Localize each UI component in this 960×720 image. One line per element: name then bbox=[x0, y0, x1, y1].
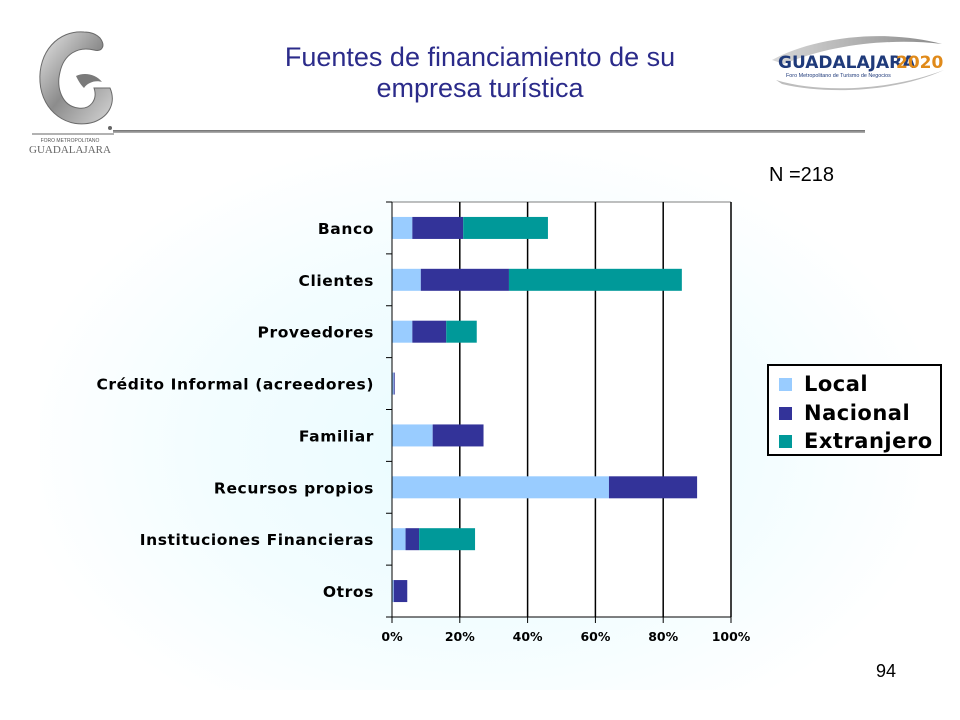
slide-title-line-1: Fuentes de financiamiento de su bbox=[284, 42, 676, 72]
bar-segment-nacional bbox=[420, 268, 509, 291]
bar-segment-nacional bbox=[432, 424, 484, 447]
category-label: Proveedores bbox=[257, 324, 374, 342]
right-logo-year: 2020 bbox=[896, 53, 943, 73]
plot-area bbox=[392, 202, 731, 617]
legend-label-nacional: Nacional bbox=[804, 401, 911, 425]
bar-segment-local bbox=[392, 476, 609, 499]
x-tick-label: 100% bbox=[712, 629, 751, 644]
category-label: Crédito Informal (acreedores) bbox=[96, 376, 374, 394]
x-tick-label: 20% bbox=[445, 629, 475, 644]
slide-title-line-2: empresa turística bbox=[376, 73, 584, 103]
category-label: Banco bbox=[318, 220, 374, 238]
category-label: Clientes bbox=[299, 272, 375, 290]
foro-metropolitano-logo: FORO METROPOLITANO GUADALAJARA bbox=[29, 31, 114, 156]
x-tick-label: 60% bbox=[580, 629, 610, 644]
x-tick-label: 0% bbox=[381, 629, 403, 644]
right-logo-name: GUADALAJARA bbox=[778, 53, 916, 73]
legend-item-extranjero: Extranjero bbox=[779, 427, 933, 455]
category-label: Instituciones Financieras bbox=[140, 531, 374, 549]
bar-segment-local bbox=[392, 424, 433, 447]
bar-segment-nacional bbox=[393, 580, 408, 603]
legend-item-nacional: Nacional bbox=[779, 399, 910, 427]
legend-item-local: Local bbox=[779, 370, 868, 398]
right-logo-subtitle: Foro Metropolitano de Turismo de Negocio… bbox=[786, 73, 891, 79]
legend-label-local: Local bbox=[804, 372, 869, 396]
left-logo-name: GUADALAJARA bbox=[29, 144, 111, 156]
sample-size-label: N =218 bbox=[769, 164, 835, 186]
category-label: Otros bbox=[323, 583, 374, 601]
bar-segment-local bbox=[392, 216, 413, 239]
legend-swatch-local bbox=[779, 377, 792, 391]
bar-segment-nacional bbox=[412, 320, 447, 343]
bar-segment-nacional bbox=[405, 528, 420, 551]
bar-segment-nacional bbox=[393, 372, 395, 395]
title-divider bbox=[113, 130, 865, 133]
bar-segment-local bbox=[392, 320, 413, 343]
chart-legend: Local Nacional Extranjero bbox=[767, 364, 942, 456]
x-tick-label: 80% bbox=[648, 629, 678, 644]
bar-segment-extranjero bbox=[463, 216, 548, 239]
bar-segment-local bbox=[392, 580, 394, 603]
guadalajara-2020-logo: GUADALAJARA 2020 Foro Metropolitano de T… bbox=[772, 36, 944, 91]
bar-segment-extranjero bbox=[446, 320, 477, 343]
x-tick-label: 40% bbox=[513, 629, 543, 644]
legend-swatch-nacional bbox=[779, 406, 792, 420]
bar-segment-local bbox=[392, 528, 406, 551]
bar-segment-local bbox=[392, 372, 394, 395]
bar-segment-extranjero bbox=[508, 268, 682, 291]
legend-swatch-extranjero bbox=[779, 434, 792, 448]
bar-segment-nacional bbox=[608, 476, 698, 499]
bar-segment-extranjero bbox=[419, 528, 476, 551]
legend-label-extranjero: Extranjero bbox=[804, 429, 933, 453]
left-logo-small-text: FORO METROPOLITANO bbox=[41, 138, 100, 144]
category-label: Recursos propios bbox=[214, 479, 374, 497]
page-number: 94 bbox=[876, 661, 897, 681]
slide-title: Fuentes de financiamiento de su empresa … bbox=[180, 42, 780, 104]
bar-segment-nacional bbox=[412, 216, 464, 239]
category-label: Familiar bbox=[299, 427, 374, 445]
bar-segment-local bbox=[392, 268, 421, 291]
